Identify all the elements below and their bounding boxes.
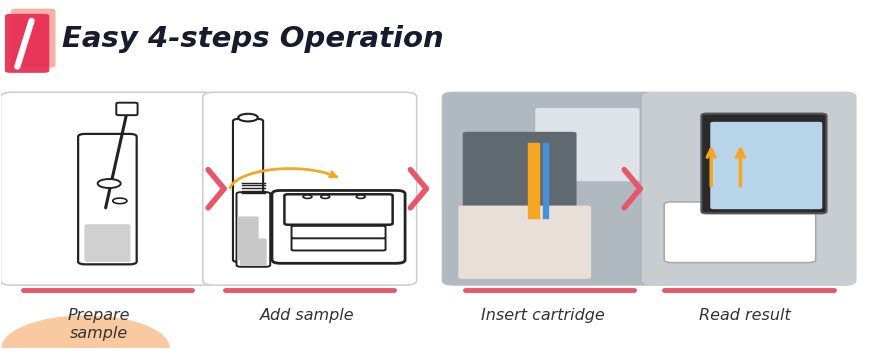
FancyBboxPatch shape — [442, 92, 656, 285]
FancyBboxPatch shape — [442, 92, 656, 285]
FancyBboxPatch shape — [85, 224, 131, 262]
Circle shape — [356, 195, 365, 198]
Text: Prepare
sample: Prepare sample — [68, 309, 130, 341]
FancyBboxPatch shape — [237, 192, 271, 267]
FancyBboxPatch shape — [233, 119, 263, 262]
FancyBboxPatch shape — [292, 238, 385, 251]
FancyBboxPatch shape — [463, 132, 577, 231]
FancyBboxPatch shape — [664, 202, 815, 263]
Circle shape — [303, 195, 312, 198]
FancyBboxPatch shape — [458, 206, 591, 279]
FancyBboxPatch shape — [272, 191, 405, 263]
FancyBboxPatch shape — [642, 92, 856, 285]
Text: Easy 4-steps Operation: Easy 4-steps Operation — [61, 25, 443, 53]
Circle shape — [320, 195, 329, 198]
FancyBboxPatch shape — [238, 217, 259, 260]
Circle shape — [98, 179, 121, 188]
FancyBboxPatch shape — [240, 238, 267, 265]
Text: Insert cartridge: Insert cartridge — [481, 309, 604, 323]
FancyBboxPatch shape — [203, 92, 417, 285]
Circle shape — [239, 114, 258, 121]
FancyBboxPatch shape — [12, 9, 55, 68]
Text: Add sample: Add sample — [260, 309, 355, 323]
FancyBboxPatch shape — [1, 92, 214, 285]
FancyBboxPatch shape — [642, 92, 856, 285]
Text: Read result: Read result — [699, 309, 790, 323]
FancyBboxPatch shape — [78, 134, 137, 264]
FancyBboxPatch shape — [117, 103, 138, 115]
FancyBboxPatch shape — [5, 14, 49, 73]
Wedge shape — [2, 315, 170, 348]
FancyBboxPatch shape — [535, 108, 640, 181]
FancyBboxPatch shape — [285, 194, 392, 225]
FancyBboxPatch shape — [710, 122, 822, 209]
FancyBboxPatch shape — [292, 226, 385, 238]
Circle shape — [113, 198, 127, 204]
FancyBboxPatch shape — [701, 114, 827, 213]
